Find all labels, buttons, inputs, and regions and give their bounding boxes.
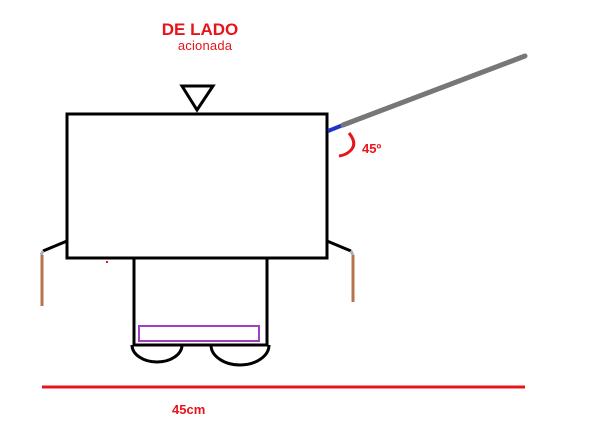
angle-label: 45º: [362, 141, 382, 156]
angle-arc: [338, 132, 356, 158]
right-leg-tip: [349, 250, 355, 256]
diagram-subtitle: acionada: [177, 38, 233, 53]
tray: [138, 325, 260, 342]
lower-chassis: [132, 258, 269, 347]
right-wheel: [209, 344, 271, 367]
top-triangle-marker: [179, 84, 216, 113]
left-leg-connector: [42, 239, 68, 253]
dimension-label: 45cm: [172, 402, 206, 417]
arm-joint: [327, 123, 344, 133]
left-wheel: [130, 344, 184, 364]
arm: [340, 53, 528, 128]
right-leg-connector: [326, 239, 352, 253]
main-body: [65, 112, 329, 260]
red-dot: [106, 261, 108, 263]
left-leg-tip: [39, 250, 45, 256]
diagram-title: DE LADO: [161, 20, 239, 39]
